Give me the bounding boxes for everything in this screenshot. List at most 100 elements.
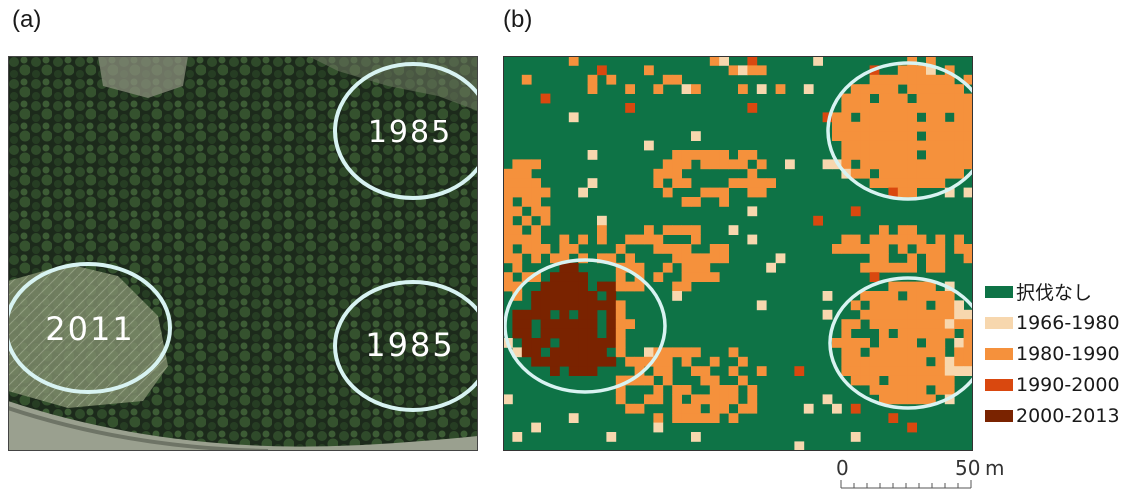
map-cell bbox=[926, 159, 936, 170]
map-cell bbox=[897, 262, 908, 273]
map-cell bbox=[625, 262, 635, 273]
map-cell bbox=[615, 338, 626, 348]
map-cell bbox=[568, 272, 579, 282]
map-circle-bottom-right bbox=[828, 276, 973, 410]
map-cell bbox=[606, 74, 617, 85]
map-cell bbox=[850, 244, 861, 254]
map-cell bbox=[963, 244, 973, 254]
map-cell bbox=[709, 403, 720, 414]
map-cell bbox=[578, 356, 588, 367]
map-cell bbox=[926, 291, 936, 301]
circle-year-label: 1985 bbox=[368, 115, 452, 150]
map-cell bbox=[540, 300, 551, 311]
map-cell bbox=[615, 281, 626, 292]
map-cell bbox=[747, 234, 758, 245]
map-cell bbox=[897, 385, 908, 395]
map-cell bbox=[728, 385, 739, 395]
map-cell bbox=[691, 225, 701, 235]
map-cell bbox=[869, 347, 880, 358]
map-cell bbox=[578, 272, 588, 282]
map-cell bbox=[719, 244, 729, 254]
map-cell bbox=[803, 84, 814, 94]
map-cell bbox=[606, 319, 617, 329]
legend-label: 1990-2000 bbox=[1016, 373, 1120, 396]
map-cell bbox=[832, 112, 842, 123]
legend-swatch bbox=[985, 285, 1013, 298]
map-cell bbox=[841, 150, 852, 160]
map-cell bbox=[869, 140, 880, 151]
map-cell bbox=[841, 159, 852, 170]
map-cell bbox=[916, 65, 927, 76]
map-cell bbox=[681, 272, 692, 282]
map-cell bbox=[550, 272, 560, 282]
map-cell bbox=[916, 366, 927, 376]
map-cell bbox=[578, 319, 588, 329]
map-cell bbox=[503, 244, 513, 254]
map-cell bbox=[550, 356, 560, 367]
map-cell bbox=[794, 366, 805, 376]
map-cell bbox=[719, 253, 729, 264]
map-cell bbox=[916, 319, 927, 329]
map-cell bbox=[850, 121, 861, 132]
map-cell bbox=[662, 159, 673, 170]
map-cell bbox=[850, 432, 861, 442]
map-cell bbox=[822, 112, 833, 123]
map-cell bbox=[954, 121, 964, 132]
map-cell bbox=[625, 403, 635, 414]
map-cell bbox=[954, 338, 964, 348]
map-cell bbox=[926, 262, 936, 273]
map-cell bbox=[709, 356, 720, 367]
map-cell bbox=[935, 84, 946, 94]
map-cell bbox=[681, 385, 692, 395]
map-cell bbox=[888, 84, 899, 94]
map-cell bbox=[709, 394, 720, 405]
map-cell bbox=[850, 300, 861, 311]
aerial-photo: 1985 2011 1985 bbox=[8, 56, 478, 451]
map-cell bbox=[709, 56, 720, 66]
map-cell bbox=[888, 112, 899, 123]
map-cell bbox=[578, 328, 588, 339]
map-cell bbox=[587, 309, 598, 320]
map-cell bbox=[963, 347, 973, 358]
map-cell bbox=[747, 385, 758, 395]
map-cell bbox=[860, 140, 870, 151]
map-cell bbox=[813, 56, 823, 66]
map-cell bbox=[615, 347, 626, 358]
map-cell bbox=[954, 347, 964, 358]
map-cell bbox=[625, 253, 635, 264]
map-cell bbox=[634, 262, 645, 273]
map-cell bbox=[869, 385, 880, 395]
legend-item: 1980-1990 bbox=[985, 338, 1120, 369]
map-cell bbox=[550, 300, 560, 311]
map-cell bbox=[850, 234, 861, 245]
map-cell bbox=[719, 385, 729, 395]
map-cell bbox=[926, 93, 936, 104]
map-cell bbox=[503, 187, 513, 198]
map-cell bbox=[615, 300, 626, 311]
map-cell bbox=[597, 281, 607, 292]
map-cell bbox=[550, 366, 560, 376]
map-cell bbox=[935, 309, 946, 320]
map-cell bbox=[521, 347, 532, 358]
map-cell bbox=[879, 385, 889, 395]
map-cell bbox=[512, 253, 523, 264]
map-cell bbox=[597, 253, 607, 264]
map-cell bbox=[860, 150, 870, 160]
map-circle-bottom-left bbox=[503, 258, 667, 394]
map-cell bbox=[907, 74, 917, 85]
map-cell bbox=[662, 187, 673, 198]
map-cell bbox=[916, 121, 927, 132]
map-cell bbox=[503, 215, 513, 226]
map-cell bbox=[672, 150, 682, 160]
map-cell bbox=[926, 112, 936, 123]
map-cell bbox=[578, 291, 588, 301]
map-cell bbox=[860, 338, 870, 348]
map-cell bbox=[888, 103, 899, 113]
map-cell bbox=[672, 168, 682, 179]
map-cell bbox=[888, 178, 899, 188]
map-cell bbox=[954, 300, 964, 311]
map-cell bbox=[916, 140, 927, 151]
map-cell bbox=[935, 93, 946, 104]
map-cell bbox=[503, 394, 513, 405]
map-cell bbox=[916, 385, 927, 395]
